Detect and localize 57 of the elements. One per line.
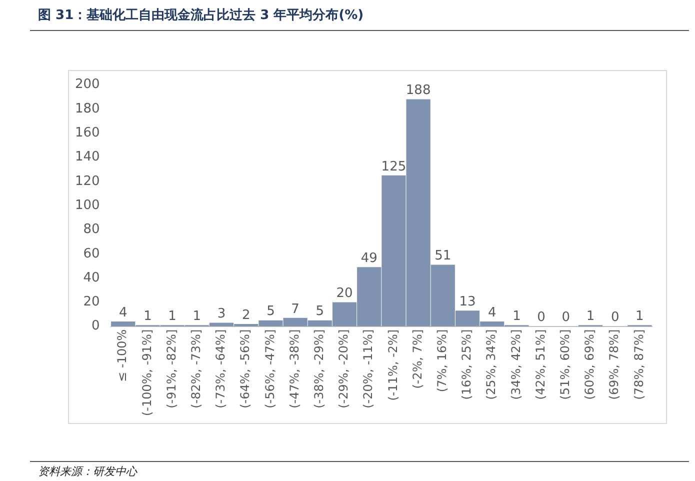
data-label: 1 bbox=[144, 309, 152, 324]
data-label: 0 bbox=[537, 310, 546, 326]
x-tick-label: (-20%, -11%] bbox=[361, 329, 376, 408]
data-label: 4 bbox=[488, 305, 496, 320]
x-tick-label: (69%, 78%] bbox=[607, 329, 622, 400]
y-tick-label: 0 bbox=[92, 318, 100, 334]
y-tick-label: 40 bbox=[83, 270, 100, 286]
data-label: 0 bbox=[610, 310, 620, 326]
x-tick-label: (25%, 34%] bbox=[484, 329, 498, 400]
data-label: 4 bbox=[118, 305, 128, 320]
data-label: 5 bbox=[266, 304, 275, 320]
y-tick-label: 200 bbox=[74, 77, 100, 92]
x-tick-label: (-73%, -64%] bbox=[214, 329, 228, 408]
x-tick-label: (-91%, -82%] bbox=[164, 329, 178, 408]
y-tick-label: 60 bbox=[83, 246, 100, 262]
x-tick-label: (-29%, -20%] bbox=[336, 329, 351, 408]
y-tick-label: 20 bbox=[83, 294, 100, 310]
data-label: 1 bbox=[512, 309, 521, 324]
data-label: 20 bbox=[336, 286, 353, 302]
text: 资料来源：研发中心 bbox=[38, 464, 137, 479]
x-tick-label: (51%, 60%] bbox=[558, 329, 572, 400]
y-tick-label: 100 bbox=[74, 198, 100, 213]
data-label: 1 bbox=[192, 309, 202, 324]
data-label: 1 bbox=[168, 309, 176, 324]
data-label: 1 bbox=[586, 309, 595, 324]
x-tick-label: (-11%, -2%] bbox=[386, 329, 400, 401]
data-label: 3 bbox=[217, 306, 226, 322]
data-label: 7 bbox=[291, 302, 300, 317]
x-tick-label: (-2%, 7%] bbox=[410, 329, 424, 389]
x-tick-label: (-64%, -56%] bbox=[238, 329, 252, 408]
x-tick-label: (-56%, -47%] bbox=[262, 329, 277, 408]
data-label: 5 bbox=[316, 304, 324, 320]
x-tick-label: (-38%, -29%] bbox=[312, 329, 326, 408]
data-label: 125 bbox=[381, 159, 406, 174]
y-tick-label: 140 bbox=[74, 150, 100, 165]
data-label: 1 bbox=[636, 309, 644, 324]
x-tick-label: (16%, 25%] bbox=[460, 329, 474, 400]
x-tick-label: (7%, 16%] bbox=[435, 329, 450, 392]
data-label: 188 bbox=[406, 83, 431, 98]
x-tick-label: (-82%, -73%] bbox=[189, 329, 204, 408]
y-tick-label: 180 bbox=[74, 101, 100, 116]
x-tick-label: (-47%, -38%] bbox=[287, 329, 302, 408]
data-label: 2 bbox=[242, 308, 250, 323]
x-tick-label: (78%, 87%] bbox=[632, 329, 646, 400]
x-tick-label: (60%, 69%] bbox=[582, 329, 597, 400]
data-label: 0 bbox=[562, 310, 570, 326]
y-tick-label: 160 bbox=[74, 125, 100, 140]
chart-title: 图 31：基础化工自由现金流占比过去 3 年平均分布(%) bbox=[38, 6, 364, 24]
y-tick-label: 120 bbox=[74, 174, 100, 189]
data-label: 51 bbox=[434, 248, 452, 264]
x-tick-label: (42%, 51%] bbox=[533, 329, 548, 400]
x-tick-label: (34%, 42%] bbox=[508, 329, 523, 400]
y-tick-label: 80 bbox=[83, 222, 100, 238]
data-label: 49 bbox=[360, 251, 378, 266]
x-tick-label: (-100%, -91%] bbox=[140, 329, 154, 416]
x-tick-label: ≤ -100% bbox=[115, 329, 130, 382]
data-label: 13 bbox=[459, 294, 476, 310]
